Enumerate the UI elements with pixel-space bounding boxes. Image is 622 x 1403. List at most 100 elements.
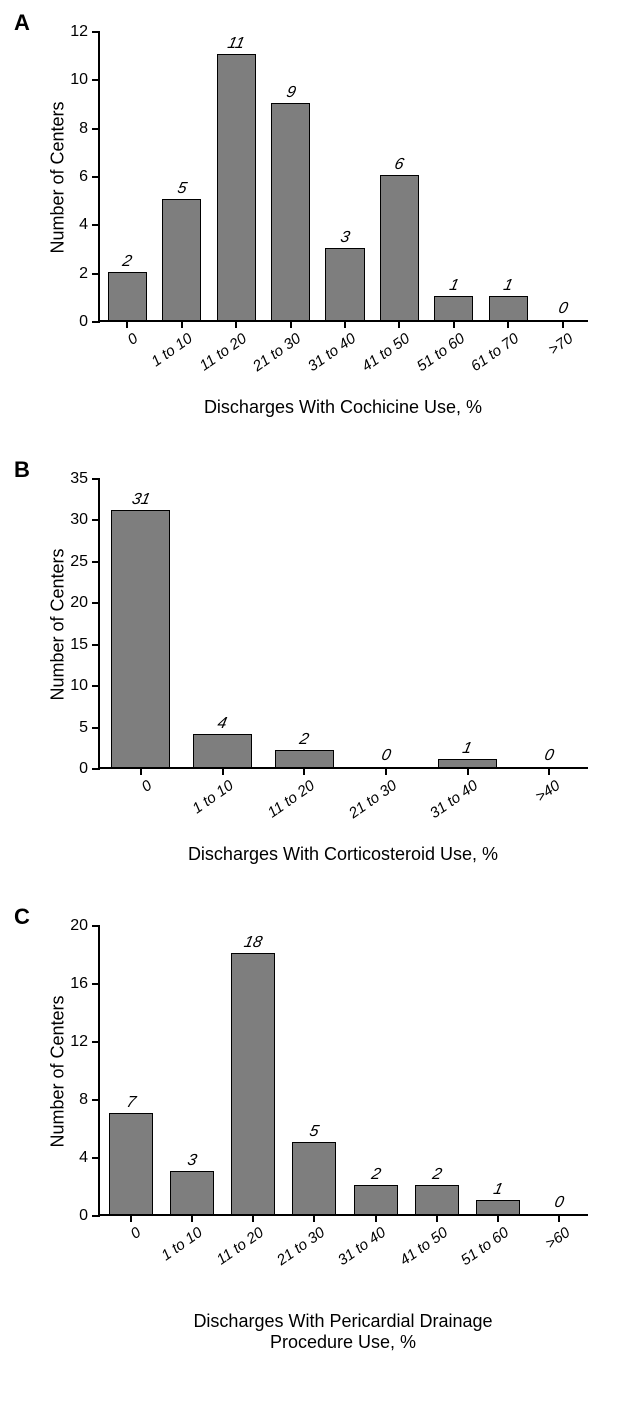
y-tick-label: 35 [70,470,88,488]
plot-area: 051015202530350311 to 10411 to 20221 to … [98,479,588,769]
y-tick [92,176,100,178]
bar: 2 [415,1185,459,1214]
x-tick-label: 11 to 20 [265,777,318,821]
x-tick [126,320,128,328]
x-tick [497,1214,499,1222]
y-tick [92,685,100,687]
y-tick-label: 2 [79,265,88,283]
x-tick-label: 11 to 20 [197,330,250,374]
x-tick [303,767,305,775]
y-tick [92,321,100,323]
x-tick [140,767,142,775]
figure-container: A024681012021 to 10511 to 201121 to 3093… [0,0,622,1403]
x-tick [130,1214,132,1222]
y-tick [92,602,100,604]
y-tick [92,561,100,563]
y-tick-label: 12 [70,23,88,41]
bar-value-label: 0 [379,747,392,765]
bar: 4 [193,734,252,767]
x-tick-label: >40 [532,777,563,806]
x-tick-label: 41 to 50 [359,330,413,375]
x-tick [313,1214,315,1222]
panel-label: B [14,457,30,483]
bar: 1 [476,1200,520,1215]
x-tick-label: 51 to 60 [458,1224,512,1269]
x-tick [235,320,237,328]
x-tick-label: 31 to 40 [335,1224,389,1269]
y-tick [92,727,100,729]
x-tick [507,320,509,328]
x-tick [562,320,564,328]
plot-area: 024681012021 to 10511 to 201121 to 30931… [98,32,588,322]
bar-value-label: 1 [492,1181,505,1199]
y-tick [92,925,100,927]
x-tick-label: 1 to 10 [158,1224,205,1264]
y-tick [92,224,100,226]
x-tick [191,1214,193,1222]
bar: 1 [489,296,528,320]
bar: 3 [325,248,364,321]
bar-value-label: 2 [121,253,134,271]
bar-value-label: 2 [430,1166,443,1184]
x-tick-label: 31 to 40 [305,330,359,375]
bar-value-label: 5 [308,1123,321,1141]
bar-value-label: 3 [339,229,352,247]
bar-value-label: 1 [461,740,474,758]
bar: 7 [109,1113,153,1215]
bar-value-label: 18 [242,934,264,952]
bar-value-label: 1 [502,277,515,295]
y-tick [92,768,100,770]
y-tick [92,983,100,985]
x-axis-label: Discharges With Cochicine Use, % [98,397,588,418]
panel-B: B051015202530350311 to 10411 to 20221 to… [10,457,612,884]
y-axis-label: Number of Centers [48,78,69,278]
y-tick [92,478,100,480]
x-tick-label: 0 [138,777,155,796]
x-tick [375,1214,377,1222]
x-tick-label: 31 to 40 [427,777,481,822]
y-tick [92,1215,100,1217]
bar-value-label: 4 [216,715,229,733]
y-tick-label: 5 [79,719,88,737]
x-tick-label: 21 to 30 [345,777,399,822]
x-tick-label: >70 [546,330,577,359]
bar-value-label: 31 [130,491,152,509]
bar-value-label: 5 [175,180,188,198]
bar: 5 [292,1142,336,1215]
bar: 31 [111,510,170,767]
bar: 2 [354,1185,398,1214]
x-tick [181,320,183,328]
y-tick [92,1041,100,1043]
bar-value-label: 7 [124,1094,137,1112]
x-tick [290,320,292,328]
bar-value-label: 0 [553,1194,566,1212]
bar-value-label: 2 [298,731,311,749]
bar-value-label: 2 [369,1166,382,1184]
plot-area: 048121620071 to 10311 to 201821 to 30531… [98,926,588,1216]
y-tick-label: 4 [79,1149,88,1167]
y-tick-label: 20 [70,917,88,935]
y-tick [92,128,100,130]
panel-label: A [14,10,30,36]
y-tick-label: 20 [70,594,88,612]
y-tick-label: 15 [70,636,88,654]
y-tick-label: 30 [70,511,88,529]
x-tick-label: 21 to 30 [250,330,304,375]
x-tick [453,320,455,328]
bar: 18 [231,953,275,1214]
x-tick-label: 1 to 10 [189,777,236,817]
bar-value-label: 6 [393,156,406,174]
y-tick-label: 6 [79,168,88,186]
y-tick [92,1157,100,1159]
bar-value-label: 0 [556,300,569,318]
panel-label: C [14,904,30,930]
x-tick [467,767,469,775]
y-tick [92,1099,100,1101]
x-axis-label: Discharges With Corticosteroid Use, % [98,844,588,865]
y-tick-label: 0 [79,1207,88,1225]
bar-value-label: 1 [448,277,461,295]
x-tick-label: 0 [124,330,141,349]
x-tick-label: 51 to 60 [413,330,467,375]
x-tick [385,767,387,775]
x-tick [252,1214,254,1222]
